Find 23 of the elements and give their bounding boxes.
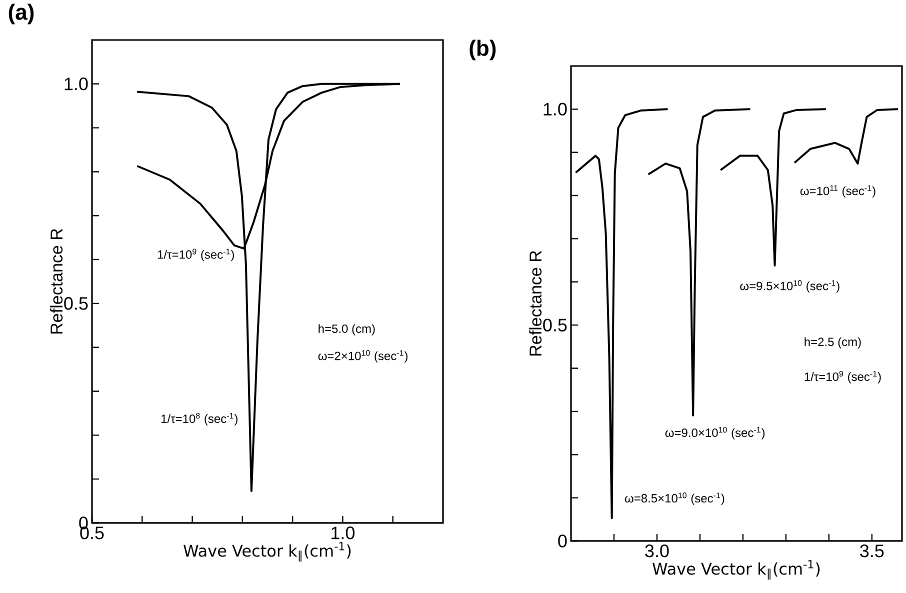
annotation: h=5.0 (cm)	[318, 324, 375, 336]
annotation: 1/τ=10$^{9}$ (sec$^{-1}$)	[804, 370, 881, 384]
y-axis-title: Reflectance R	[50, 228, 63, 334]
annotation: ω=2×10$^{10}$ (sec$^{-1}$)	[318, 350, 408, 363]
y-tick-label: 1.0	[544, 102, 567, 116]
annotation: 1/τ=10$^{8}$ (sec$^{-1}$)	[161, 412, 238, 426]
chart-title: (a)	[8, 4, 34, 24]
x-axis-title: Wave Vector k$_{∥}$(cm$^{-1}$)	[652, 560, 820, 580]
annotation: 1/τ=10$^{9}$ (sec$^{-1}$)	[158, 248, 234, 262]
annotation: h=2.5 (cm)	[804, 337, 861, 348]
chart-title: (b)	[470, 40, 496, 60]
annotation: ω=9.0×10$^{10}$ (sec$^{-1}$)	[665, 426, 765, 440]
x-tick-label: 3.5	[860, 544, 884, 558]
annotation: ω=9.5×10$^{10}$ (sec$^{-1}$)	[740, 280, 840, 293]
y-axis-title: Reflectance R	[529, 250, 542, 356]
x-axis-title: Wave Vector k$_{∥}$(cm$^{-1}$)	[184, 542, 351, 562]
x-tick-label: 3.0	[645, 544, 669, 558]
annotation: ω=8.5×10$^{10}$ (sec$^{-1}$)	[624, 492, 724, 505]
y-tick-label: 0	[558, 534, 567, 548]
annotation: ω=10$^{11}$ (sec$^{-1}$)	[800, 185, 876, 198]
y-tick-label: 1.0	[64, 78, 88, 90]
y-tick-label: 0.5	[543, 318, 567, 332]
y-tick-label: 0.5	[64, 297, 88, 310]
